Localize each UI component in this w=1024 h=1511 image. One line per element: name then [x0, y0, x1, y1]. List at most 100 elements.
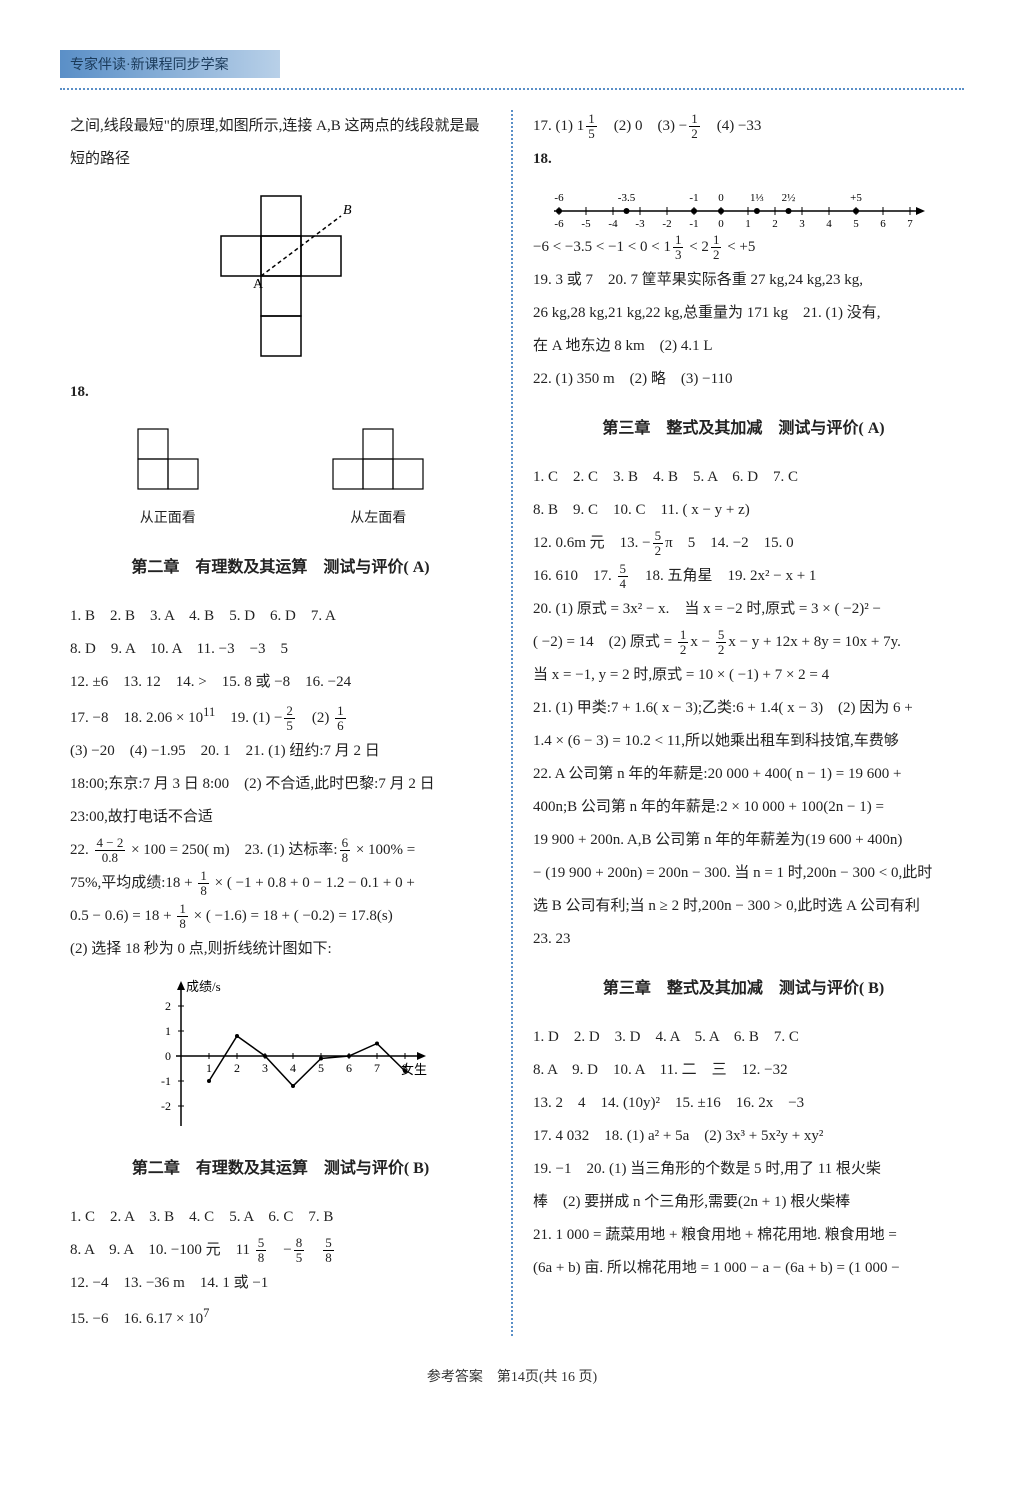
t: −6 < −3.5 < −1 < 0 < 1 [533, 239, 671, 255]
ch3a-22c: 19 900 + 200n. A,B 公司第 n 年的年薪差为(19 600 +… [533, 824, 954, 857]
svg-text:-2: -2 [161, 1099, 171, 1113]
right-column: 17. (1) 115 (2) 0 (3) −12 (4) −33 18. -6… [513, 110, 964, 1336]
n: 8 [294, 1236, 305, 1251]
d: 8 [323, 1251, 334, 1265]
svg-text:1⅓: 1⅓ [750, 192, 764, 204]
svg-text:7: 7 [374, 1061, 380, 1075]
d: 8 [198, 884, 209, 898]
svg-text:1: 1 [165, 1024, 171, 1038]
svg-text:4: 4 [826, 218, 832, 230]
ch2a-l23: 75%,平均成绩:18 + 18 × ( −1 + 0.8 + 0 − 1.2 … [70, 867, 491, 900]
ch2a-l23b: 0.5 − 0.6) = 18 + 18 × ( −1.6) = 18 + ( … [70, 900, 491, 933]
ch3b-l3: 13. 2 4 14. (10y)² 15. ±16 16. 2x −3 [533, 1087, 954, 1120]
view-front-svg [128, 419, 208, 499]
svg-text:0: 0 [165, 1049, 171, 1063]
svg-text:-6: -6 [554, 192, 564, 204]
n: 1 [711, 233, 722, 248]
n: 5 [256, 1236, 267, 1251]
svg-text:-5: -5 [581, 218, 591, 230]
section-ch3a: 第三章 整式及其加减 测试与评价( A) [533, 411, 954, 446]
left-column: 之间,线段最短"的原理,如图所示,连接 A,B 这两点的线段就是最短的路径 A … [60, 110, 513, 1336]
n: 1 [177, 902, 188, 917]
line-chart-svg: 成绩/s女生-2-112123456780 [131, 976, 431, 1136]
t: × ( −1 + 0.8 + 0 − 1.2 − 0.1 + 0 + [211, 875, 415, 891]
d: 6 [335, 719, 346, 733]
svg-text:7: 7 [907, 218, 913, 230]
view-left-svg [323, 419, 433, 499]
ch3a-22b: 400n;B 公司第 n 年的年薪是:2 × 10 000 + 100(2n −… [533, 791, 954, 824]
d: 2 [678, 643, 689, 657]
ch2a-l4: (3) −20 (4) −1.95 20. 1 21. (1) 纽约:7 月 2… [70, 735, 491, 768]
t: 19. (1) − [215, 710, 282, 726]
svg-text:成绩/s: 成绩/s [186, 979, 221, 994]
d: 2 [716, 643, 727, 657]
t: (4) −33 [702, 118, 762, 134]
svg-text:2: 2 [165, 999, 171, 1013]
label-b: B [343, 203, 352, 218]
r-q20b: 26 kg,28 kg,21 kg,22 kg,总重量为 171 kg 21. … [533, 297, 954, 330]
svg-text:0: 0 [718, 192, 724, 204]
svg-text:5: 5 [853, 218, 859, 230]
svg-text:2: 2 [234, 1061, 240, 1075]
d: 4 [618, 577, 629, 591]
t: × 100% = [352, 842, 415, 858]
r-q21b: 在 A 地东边 8 km (2) 4.1 L [533, 330, 954, 363]
t: x − y + 12x + 8y = 10x + 7y. [728, 634, 901, 650]
t: 16. 610 17. [533, 568, 616, 584]
n: 1 [335, 704, 346, 719]
d: 2 [653, 544, 664, 558]
ch2b-l4: 15. −6 16. 6.17 × 107 [70, 1300, 491, 1336]
page: 专家伴读·新课程同步学案 之间,线段最短"的原理,如图所示,连接 A,B 这两点… [0, 0, 1024, 1511]
section-ch3b: 第三章 整式及其加减 测试与评价( B) [533, 971, 954, 1006]
n: 5 [716, 628, 727, 643]
d: 0.8 [95, 851, 126, 865]
n: 5 [618, 562, 629, 577]
ch2b-l2: 8. A 9. A 10. −100 元 11 58 −85 58 [70, 1234, 491, 1267]
ch2b-l1: 1. C 2. A 3. B 4. C 5. A 6. C 7. B [70, 1201, 491, 1234]
svg-text:6: 6 [880, 218, 886, 230]
svg-text:2: 2 [772, 218, 778, 230]
t: (2) [297, 710, 333, 726]
svg-text:5: 5 [318, 1061, 324, 1075]
line-chart: 成绩/s女生-2-112123456780 [70, 976, 491, 1136]
view-front: 从正面看 [128, 419, 208, 535]
ch2a-l17: 17. −8 18. 2.06 × 1011 19. (1) −25 (2) 1… [70, 699, 491, 735]
ch2a-l1: 1. B 2. B 3. A 4. B 5. D 6. D 7. A [70, 600, 491, 633]
svg-text:-4: -4 [608, 218, 618, 230]
ch2a-l6: 23:00,故打电话不合适 [70, 801, 491, 834]
svg-text:-2: -2 [662, 218, 671, 230]
ch3b-l1: 1. D 2. D 3. D 4. A 5. A 6. B 7. C [533, 1021, 954, 1054]
figure-cross: A B [70, 186, 491, 366]
t: 17. −8 18. 2.06 × 10 [70, 710, 203, 726]
t: 0.5 − 0.6) = 18 + [70, 908, 175, 924]
svg-text:-1: -1 [689, 218, 698, 230]
dotted-line [60, 88, 964, 90]
ch2a-l2: 8. D 9. A 10. A 11. −3 −3 5 [70, 633, 491, 666]
ch3a-l2: 8. B 9. C 10. C 11. ( x − y + z) [533, 494, 954, 527]
svg-text:-6: -6 [554, 218, 564, 230]
svg-text:-1: -1 [689, 192, 698, 204]
ch2a-l3: 12. ±6 13. 12 14. > 15. 8 或 −8 16. −24 [70, 666, 491, 699]
ch3a-23: 23. 23 [533, 923, 954, 956]
ch3b-l8: (6a + b) 亩. 所以棉花用地 = 1 000 − a − (6a + b… [533, 1252, 954, 1285]
exp: 7 [203, 1306, 209, 1320]
footer: 参考答案 第14页(共 16 页) [60, 1366, 964, 1386]
d: 8 [256, 1251, 267, 1265]
n: 1 [198, 869, 209, 884]
n: 2 [284, 704, 295, 719]
r-q18-ineq: −6 < −3.5 < −1 < 0 < 113 < 212 < +5 [533, 231, 954, 264]
n: 4 − 2 [95, 836, 126, 851]
two-views: 从正面看 从左面看 [70, 419, 491, 535]
svg-text:4: 4 [290, 1061, 296, 1075]
r-q19: 19. 3 或 7 20. 7 筐苹果实际各重 27 kg,24 kg,23 k… [533, 264, 954, 297]
d: 2 [711, 248, 722, 262]
label-a: A [253, 277, 264, 292]
r-q18: 18. -6-5-4-3-2-101234567-6-3.5-101⅓2½+5 [533, 143, 954, 231]
svg-text:3: 3 [799, 218, 805, 230]
d: 8 [340, 851, 351, 865]
t: 17. (1) 1 [533, 118, 584, 134]
r-q22: 22. (1) 350 m (2) 略 (3) −110 [533, 363, 954, 396]
d: 5 [586, 127, 597, 141]
n: 1 [586, 112, 597, 127]
cross-svg: A B [191, 186, 371, 366]
